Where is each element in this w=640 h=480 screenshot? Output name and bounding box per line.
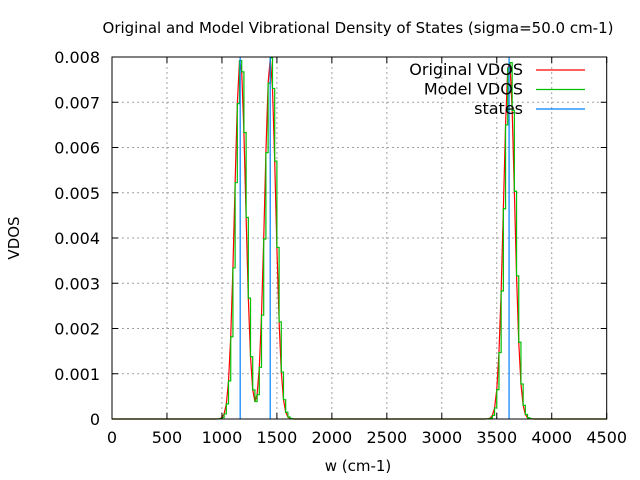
y-tick-label: 0.003 <box>54 274 100 293</box>
y-tick-label: 0.001 <box>54 365 100 384</box>
y-tick-label: 0.004 <box>54 229 100 248</box>
x-tick-label: 3500 <box>476 428 517 447</box>
y-tick-label: 0.007 <box>54 93 100 112</box>
original-vdos-line <box>112 57 607 420</box>
legend-label: states <box>474 99 523 118</box>
legend-label: Model VDOS <box>424 80 523 99</box>
x-tick-label: 1500 <box>257 428 298 447</box>
x-tick-label: 0 <box>107 428 117 447</box>
x-tick-label: 2500 <box>366 428 407 447</box>
x-tick-label: 4000 <box>531 428 572 447</box>
y-axis-label: VDOS <box>5 216 23 259</box>
x-tick-label: 500 <box>152 428 183 447</box>
y-tick-label: 0 <box>90 410 100 429</box>
ticks: 0 500 1000 1500 2000 2500 3000 3500 4000 4500 0 0.0… <box>54 48 627 447</box>
x-tick-label: 4500 <box>586 428 627 447</box>
y-tick-label: 0.002 <box>54 320 100 339</box>
x-axis-label: w (cm-1) <box>325 457 392 475</box>
y-tick-label: 0.008 <box>54 48 100 67</box>
y-tick-label: 0.006 <box>54 139 100 158</box>
x-tick-label: 1000 <box>202 428 243 447</box>
x-tick-label: 3000 <box>421 428 462 447</box>
chart-title: Original and Model Vibrational Density o… <box>103 19 614 37</box>
y-tick-label: 0.005 <box>54 184 100 203</box>
legend-label: Original VDOS <box>409 60 523 79</box>
grid <box>112 57 607 419</box>
x-tick-label: 2000 <box>312 428 353 447</box>
model-vdos-line <box>112 57 607 420</box>
